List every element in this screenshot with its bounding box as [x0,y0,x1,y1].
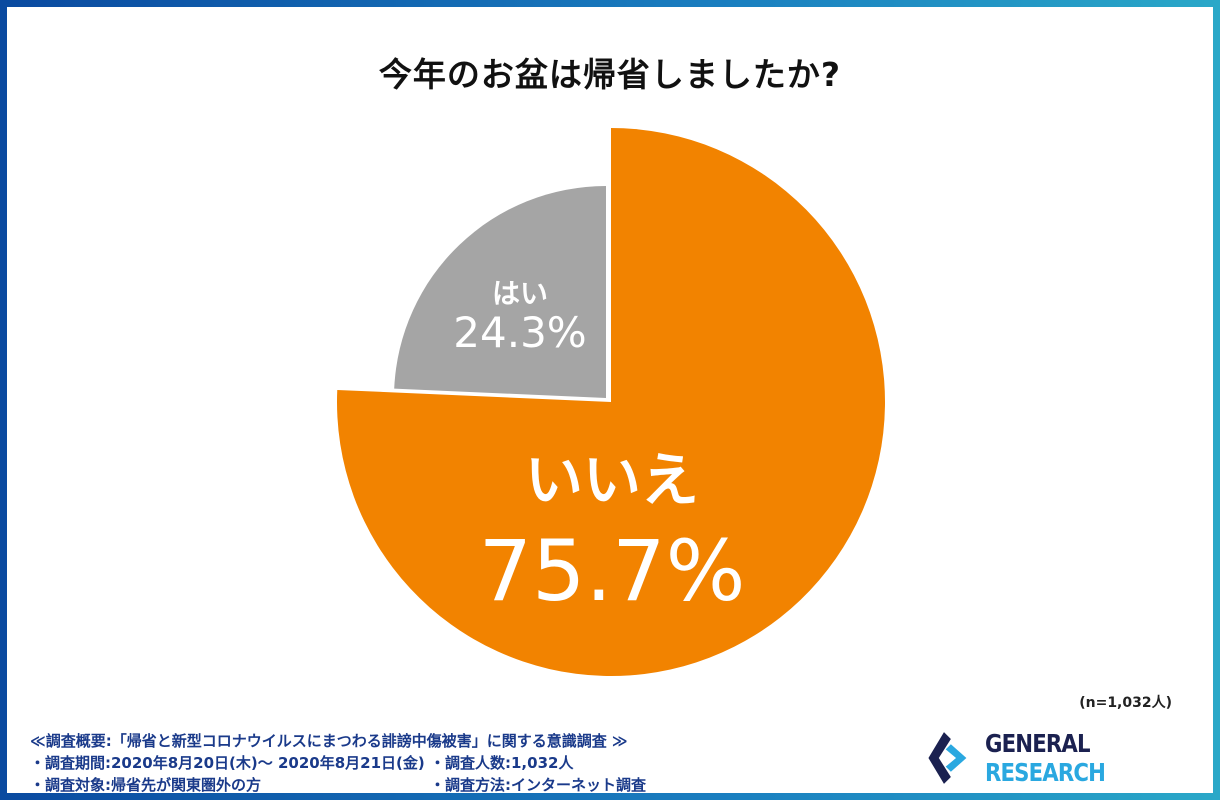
logo-mark-icon [928,732,967,784]
pie-slice-no [337,128,886,676]
logo-text-research: RESEARCH [985,758,1106,787]
survey-summary: ≪調査概要:「帰省と新型コロナウイルスにまつわる誹謗中傷被害」に関する意識調査 … [30,730,646,796]
slice-label-no: いいえ [525,446,699,514]
survey-heading: ≪調査概要:「帰省と新型コロナウイルスにまつわる誹謗中傷被害」に関する意識調査 … [30,732,628,750]
survey-count: ・調査人数:1,032人 [430,754,574,772]
slice-value-no: 75.7% [479,522,746,620]
general-research-logo: GENERAL RESEARCH [925,728,1220,788]
survey-method: ・調査方法:インターネット調査 [430,776,647,794]
survey-period: ・調査期間:2020年8月20日(木)〜 2020年8月21日(金) [30,754,425,772]
logo-text-general: GENERAL [985,729,1091,758]
pie-slice-yes [394,186,606,398]
slice-label-yes: はい [492,277,548,310]
survey-target: ・調査対象:帰省先が関東圏外の方 [30,776,262,794]
slice-value-yes: 24.3% [453,308,586,357]
chart-title: 今年のお盆は帰省しましたか? [378,55,842,94]
sample-size-note: (n=1,032人) [1079,695,1172,711]
